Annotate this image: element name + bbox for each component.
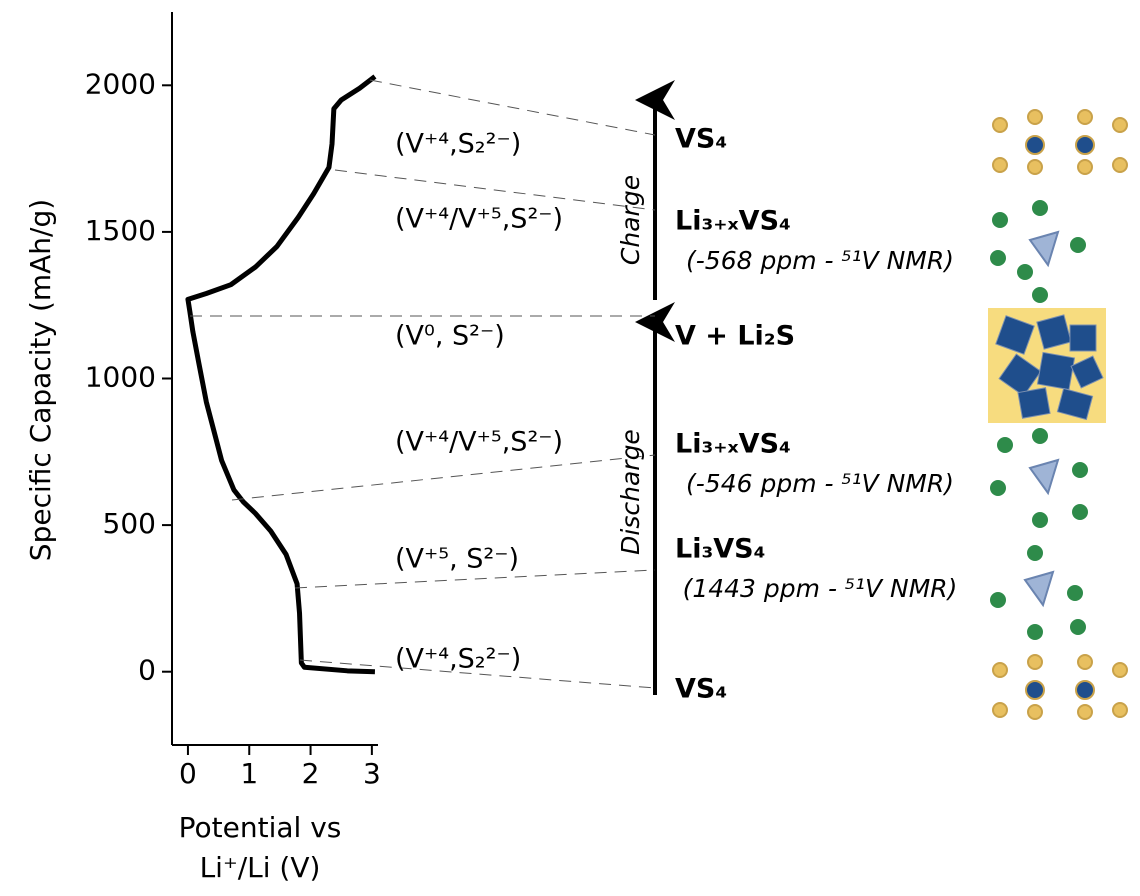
state-label: Li₃₊ₓVS₄ [675, 206, 791, 237]
y-tick-label: 0 [138, 654, 156, 687]
region-label: (V⁰, S²⁻) [395, 321, 505, 352]
region-label: (V⁺⁴/V⁺⁵,S²⁻) [395, 204, 563, 235]
y-tick-label: 2000 [85, 67, 156, 100]
capacity-curve [185, 74, 377, 675]
state-label: V + Li₂S [675, 321, 795, 352]
region-label: (V⁺⁴/V⁺⁵,S²⁻) [395, 427, 563, 458]
y-axis-label: Specific Capacity (mAh/g) [24, 199, 57, 561]
region-label: (V⁺⁴,S₂²⁻) [395, 644, 521, 675]
x-tick-label: 1 [240, 757, 258, 790]
x-tick-label: 3 [363, 757, 381, 790]
arrow-label: Discharge [616, 429, 645, 555]
y-tick-label: 1000 [85, 361, 156, 394]
arrow-label: Charge [616, 175, 645, 265]
guide-line [294, 569, 656, 589]
structures [988, 109, 1128, 720]
state-note: (-546 ppm - ⁵¹V NMR) [686, 469, 954, 498]
guide-line [369, 79, 656, 136]
region-label: (V⁺⁴,S₂²⁻) [395, 129, 521, 160]
state-note: (1443 ppm - ⁵¹V NMR) [683, 574, 958, 603]
guide-line [334, 169, 656, 211]
region-label: (V⁺⁵, S²⁻) [395, 544, 519, 575]
y-tick-label: 1500 [85, 214, 156, 247]
state-label: VS₄ [675, 124, 727, 155]
state-label: Li₃VS₄ [675, 534, 765, 565]
x-tick-label: 2 [302, 757, 320, 790]
x-tick-label: 0 [179, 757, 197, 790]
y-tick-label: 500 [103, 507, 156, 540]
guide-line [231, 454, 656, 501]
state-label: VS₄ [675, 674, 727, 705]
state-label: Li₃₊ₓVS₄ [675, 429, 791, 460]
state-note: (-568 ppm - ⁵¹V NMR) [686, 246, 954, 275]
x-axis-label: Potential vs Li⁺/Li (V) [178, 811, 342, 884]
